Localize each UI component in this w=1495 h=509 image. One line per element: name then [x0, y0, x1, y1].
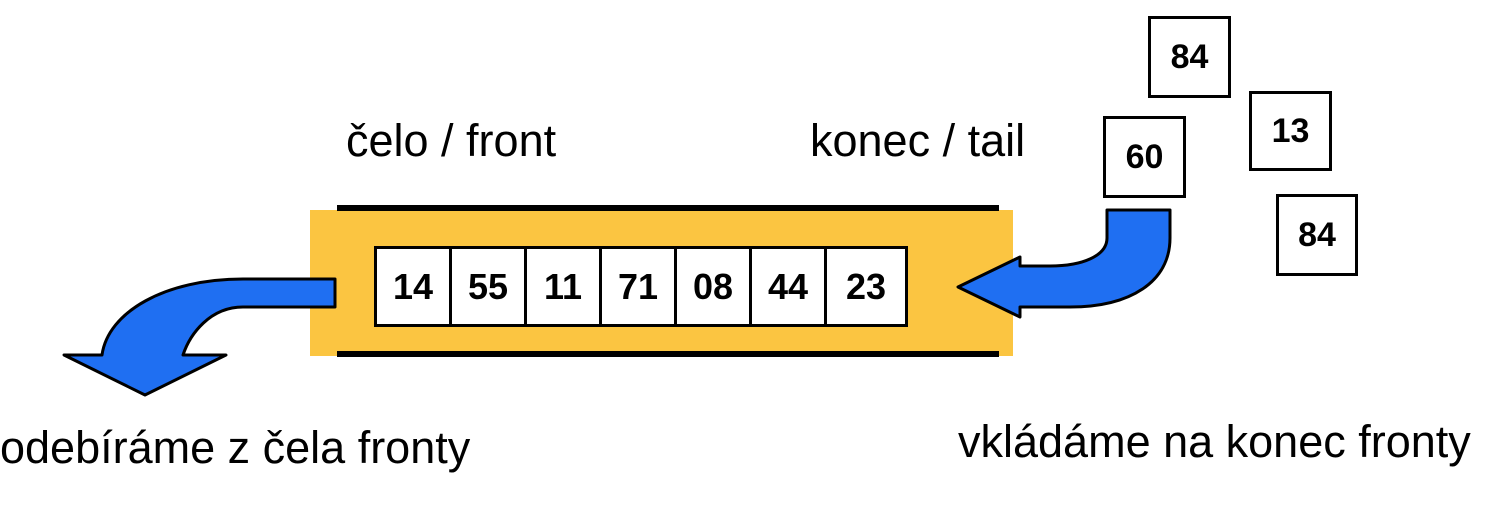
- queue-cells: 14 55 11 71 08 44 23: [374, 246, 908, 327]
- tail-label: konec / tail: [810, 115, 1026, 166]
- enqueue-arrow-icon: [956, 208, 1172, 319]
- front-label: čelo / front: [346, 115, 557, 166]
- pending-element: 84: [1148, 16, 1231, 98]
- queue-cell: 23: [827, 249, 905, 324]
- queue-cell: 55: [452, 249, 527, 324]
- pending-element: 84: [1276, 194, 1358, 276]
- dequeue-caption: odebíráme z čela fronty: [0, 422, 471, 473]
- queue-cell: 11: [527, 249, 602, 324]
- pending-element: 13: [1249, 91, 1332, 171]
- queue-top-rail: [337, 205, 999, 211]
- queue-cell: 14: [377, 249, 452, 324]
- dequeue-arrow-icon: [62, 277, 337, 397]
- pending-element: 60: [1103, 116, 1186, 198]
- queue-bottom-rail: [337, 351, 999, 357]
- queue-cell: 08: [677, 249, 752, 324]
- queue-cell: 44: [752, 249, 827, 324]
- enqueue-caption: vkládáme na konec fronty: [958, 416, 1471, 467]
- queue-cell: 71: [602, 249, 677, 324]
